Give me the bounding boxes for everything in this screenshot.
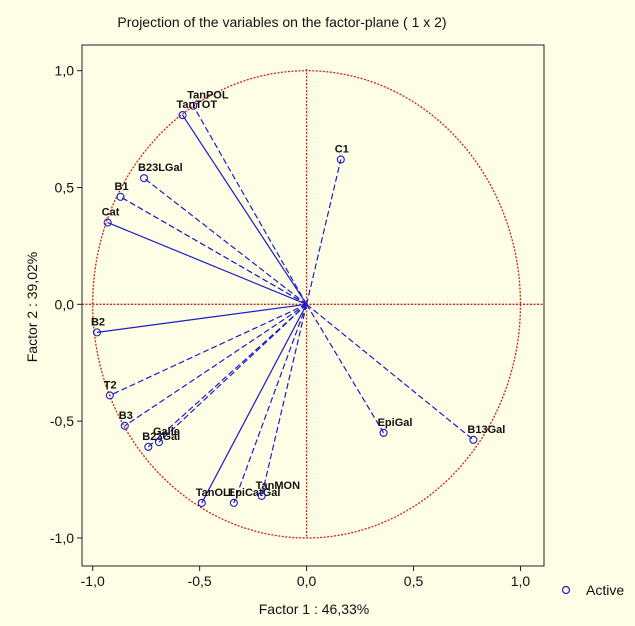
y-tick-label: 0,5: [55, 180, 75, 196]
point-marker-b23lgal: [139, 174, 149, 183]
vector-line-t2: [109, 303, 307, 396]
vector-line-c1: [305, 159, 342, 305]
point-label-b1: B1: [115, 181, 129, 193]
vector-line-cat: [107, 222, 307, 305]
point-label-tanpol: TanPOL: [187, 90, 229, 102]
point-label-b2: B2: [91, 316, 105, 328]
point-marker-b23gal: [144, 442, 153, 451]
y-tick-label: -1,0: [50, 530, 74, 546]
point-marker-b1: [116, 192, 125, 201]
point-label-b13gal: B13Gal: [467, 424, 505, 436]
point-marker-c1: [336, 155, 345, 164]
vector-line-b2: [96, 303, 307, 333]
x-tick-label: 0,5: [404, 573, 424, 589]
point-marker-b3: [120, 421, 129, 430]
point-label-cat: Cat: [102, 207, 120, 219]
point-label-t2: T2: [104, 379, 117, 391]
point-label-epicatgal: EpiCatGal: [228, 487, 281, 499]
point-label-tanmon: TanMON: [256, 480, 300, 492]
legend-marker-active: [561, 585, 571, 595]
vector-line-epigal: [306, 304, 385, 434]
point-marker-b13gal: [469, 435, 478, 444]
vector-line-epicatgal: [233, 304, 308, 504]
point-label-c1: C1: [335, 143, 349, 155]
point-marker-tantot: [178, 111, 187, 120]
vector-line-tantot: [182, 114, 308, 305]
point-marker-epigal: [379, 428, 388, 437]
vector-line-b3: [124, 303, 307, 427]
vector-line-tanpol: [192, 105, 308, 305]
point-marker-b2: [92, 328, 102, 337]
point-marker-epicatgal: [229, 498, 238, 507]
x-tick-label: 0,0: [297, 573, 317, 589]
legend: Active: [561, 582, 624, 598]
x-tick-label: -0,5: [188, 573, 212, 589]
y-tick-label: 0,0: [55, 296, 75, 312]
x-tick-label: 1,0: [511, 573, 531, 589]
point-label-tanoli: TanOLI: [196, 487, 233, 499]
point-marker-tanoli: [197, 498, 206, 507]
point-label-epigal: EpiGal: [378, 417, 413, 429]
point-label-b23lgal: B23LGal: [138, 162, 183, 174]
x-tick-label: -1,0: [81, 573, 105, 589]
point-marker-galle: [154, 438, 164, 447]
plot-frame: [81, 44, 545, 567]
point-marker-cat: [103, 218, 112, 227]
vector-line-tanoli: [201, 304, 308, 504]
point-label-b23gal: B23Gal: [142, 431, 180, 443]
vector-line-b23lgal: [143, 177, 307, 305]
vector-line-galle: [158, 303, 307, 443]
vector-line-b1: [120, 196, 307, 305]
y-tick-label: 1,0: [55, 63, 75, 79]
y-axis-label: Factor 2 : 39,02%: [24, 252, 40, 363]
x-axis-label: Factor 1 : 46,33%: [259, 601, 370, 617]
chart-title: Projection of the variables on the facto…: [117, 14, 446, 30]
point-marker-tanpol: [189, 101, 198, 110]
point-label-galle: Galle: [153, 426, 180, 438]
vector-line-tanmon: [261, 304, 308, 497]
point-marker-tanmon: [257, 491, 266, 500]
y-tick-label: -0,5: [50, 413, 74, 429]
point-label-b3: B3: [119, 410, 133, 422]
point-label-tantot: TanTOT: [177, 99, 218, 111]
point-marker-t2: [105, 391, 114, 400]
legend-label-active: Active: [586, 582, 624, 598]
